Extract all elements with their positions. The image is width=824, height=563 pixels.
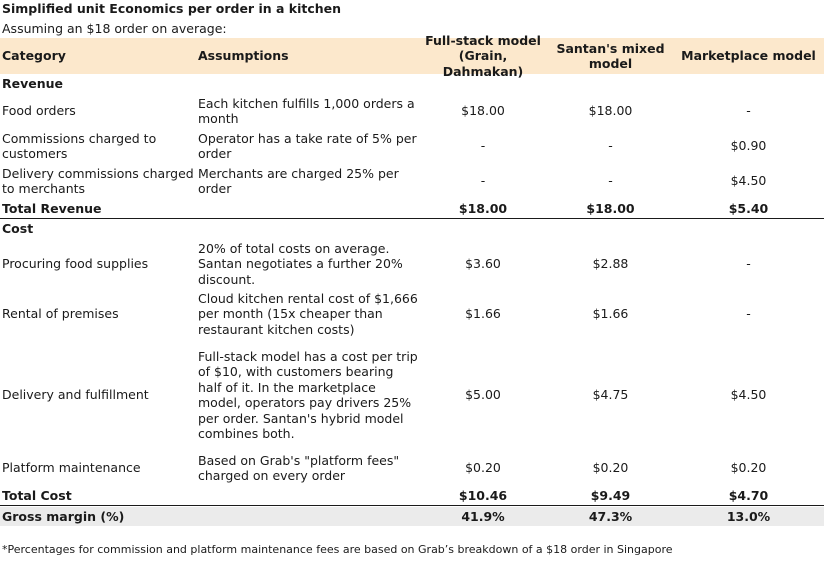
table-row: Delivery commissions charged to merchant… — [0, 165, 824, 197]
row-santan-value: $0.20 — [592, 460, 629, 476]
row-santan-value: $18.00 — [588, 103, 633, 119]
section-cost: Cost — [0, 220, 824, 238]
row-marketplace-value: - — [746, 306, 751, 322]
row-fullstack-value: $5.00 — [465, 387, 501, 403]
row-fullstack-value: $1.66 — [465, 306, 501, 322]
total-label: Total Revenue — [2, 200, 102, 216]
row-marketplace-value: - — [746, 256, 751, 272]
gross-margin-santan-value: 47.3% — [588, 508, 633, 524]
row-santan-value: $2.88 — [592, 256, 629, 272]
row-category: Procuring food supplies — [2, 256, 149, 272]
row-assumption: Merchants are charged 25% per order — [198, 165, 399, 197]
row-category: Rental of premises — [2, 306, 119, 322]
section-label: Cost — [2, 221, 34, 237]
row-fullstack-value: $18.00 — [461, 103, 505, 119]
gross-margin-label: Gross margin (%) — [2, 508, 125, 524]
header-assumptions: Assumptions — [198, 48, 289, 64]
table-title: Simplified unit Economics per order in a… — [2, 1, 342, 16]
table-row: Rental of premises Cloud kitchen rental … — [0, 290, 824, 338]
row-assumption: Full-stack model has a cost per trip of … — [198, 348, 418, 442]
section-label: Revenue — [2, 76, 64, 92]
total-santan-value: $18.00 — [586, 200, 635, 216]
gross-margin-row: Gross margin (%) 41.9% 47.3% 13.0% — [0, 507, 824, 526]
row-santan-value: - — [608, 138, 613, 154]
total-fullstack-value: $18.00 — [458, 200, 508, 216]
row-fullstack-value: $0.20 — [465, 460, 501, 476]
row-category: Delivery commissions charged to merchant… — [2, 165, 194, 197]
total-marketplace-value: $5.40 — [728, 200, 769, 216]
table-subtitle: Assuming an $18 order on average: — [2, 21, 227, 36]
row-assumption: Cloud kitchen rental cost of $1,666 per … — [198, 290, 418, 337]
row-marketplace-value: $0.90 — [730, 138, 767, 154]
row-assumption: Based on Grab's "platform fees" charged … — [198, 452, 400, 484]
table-row: Food orders Each kitchen fulfills 1,000 … — [0, 95, 824, 127]
table-row: Procuring food supplies 20% of total cos… — [0, 240, 824, 288]
total-marketplace-value: $4.70 — [728, 487, 769, 503]
row-category: Delivery and fulfillment — [2, 387, 149, 403]
table-row: Commissions charged to customers Operato… — [0, 130, 824, 162]
section-revenue: Revenue — [0, 75, 824, 93]
gross-margin-marketplace-value: 13.0% — [726, 508, 771, 524]
total-fullstack-value: $10.46 — [458, 487, 508, 503]
total-santan-value: $9.49 — [590, 487, 631, 503]
total-revenue-row: Total Revenue $18.00 $18.00 $5.40 — [0, 199, 824, 219]
header-santan: Santan's mixed model — [556, 40, 665, 72]
table-row: Platform maintenance Based on Grab's "pl… — [0, 452, 824, 484]
row-fullstack-value: - — [480, 173, 486, 189]
row-santan-value: - — [608, 173, 613, 189]
row-fullstack-value: - — [480, 138, 486, 154]
row-assumption: 20% of total costs on average. Santan ne… — [198, 240, 403, 287]
row-marketplace-value: $0.20 — [730, 460, 767, 476]
row-fullstack-value: $3.60 — [465, 256, 501, 272]
header-category: Category — [2, 48, 66, 64]
table-header: Category Assumptions Full-stack model (G… — [0, 33, 824, 79]
footnote: *Percentages for commission and platform… — [2, 543, 673, 556]
gross-margin-fullstack-value: 41.9% — [461, 508, 505, 524]
row-santan-value: $1.66 — [592, 306, 629, 322]
total-label: Total Cost — [2, 487, 72, 503]
row-marketplace-value: $4.50 — [730, 387, 767, 403]
row-category: Platform maintenance — [2, 460, 141, 476]
table-row: Delivery and fulfillment Full-stack mode… — [0, 340, 824, 450]
row-marketplace-value: $4.50 — [730, 173, 767, 189]
header-marketplace: Marketplace model — [681, 48, 816, 64]
row-category: Commissions charged to customers — [2, 130, 157, 162]
header-fullstack: Full-stack model (Grain, Dahmakan) — [425, 32, 541, 79]
row-marketplace-value: - — [746, 103, 751, 119]
row-assumption: Operator has a take rate of 5% per order — [198, 130, 417, 162]
row-assumption: Each kitchen fulfills 1,000 orders a mon… — [198, 95, 415, 127]
total-cost-row: Total Cost $10.46 $9.49 $4.70 — [0, 486, 824, 506]
row-category: Food orders — [2, 103, 76, 119]
row-santan-value: $4.75 — [592, 387, 629, 403]
